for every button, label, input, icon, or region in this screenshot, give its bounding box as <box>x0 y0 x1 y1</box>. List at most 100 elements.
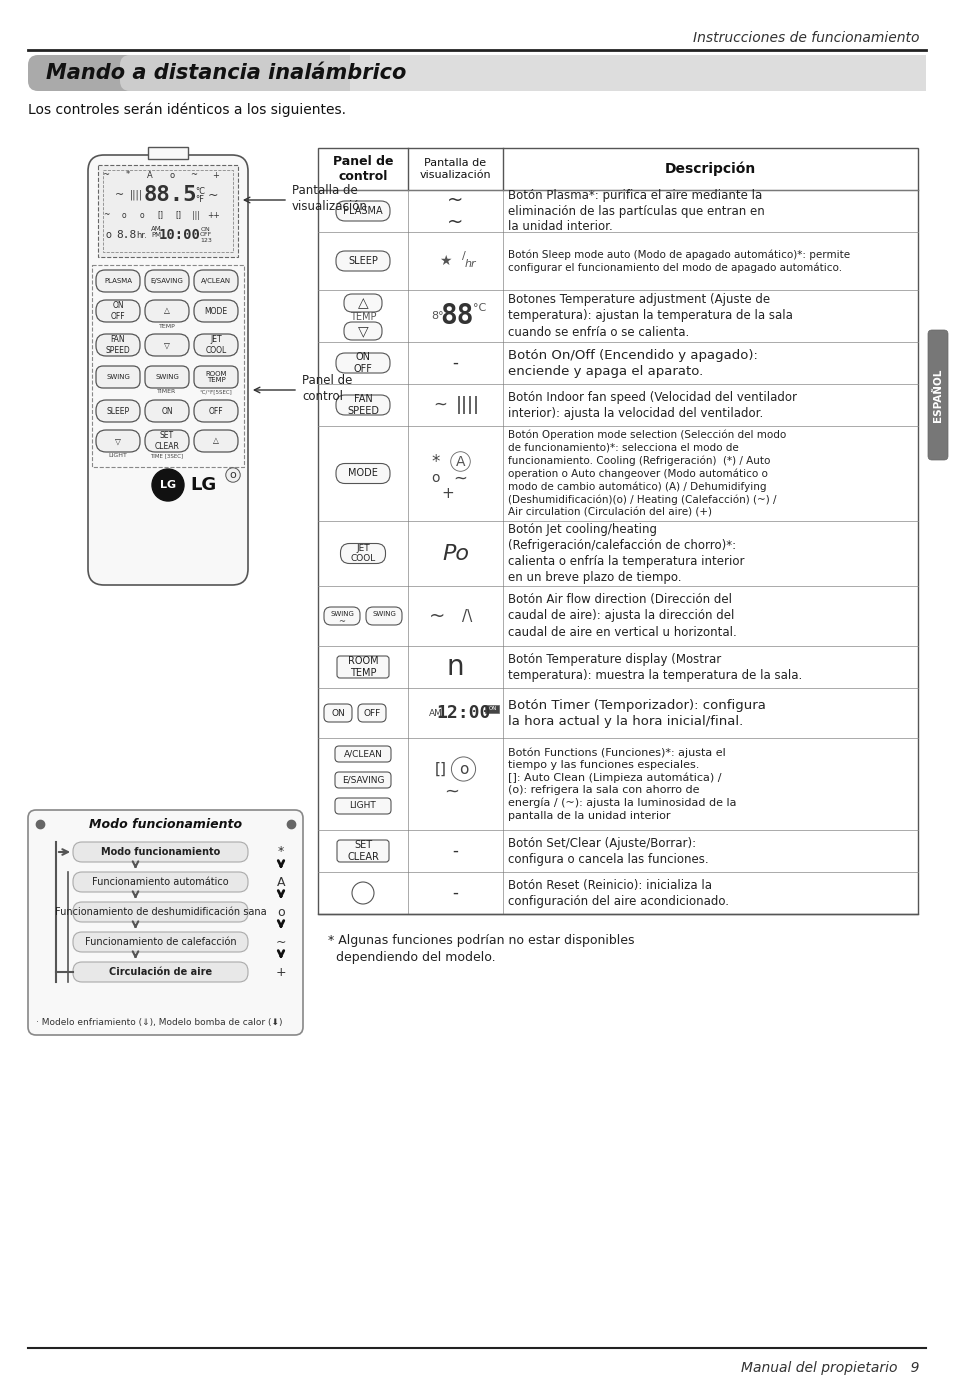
Text: n: n <box>446 652 464 680</box>
Text: 8.8: 8.8 <box>115 230 136 239</box>
Text: Modo funcionamiento: Modo funcionamiento <box>89 818 242 830</box>
FancyBboxPatch shape <box>145 300 189 322</box>
FancyBboxPatch shape <box>344 294 381 312</box>
Bar <box>148 147 188 160</box>
Text: SWING: SWING <box>330 610 354 617</box>
FancyBboxPatch shape <box>193 400 237 421</box>
Text: -: - <box>452 354 458 372</box>
Text: /: / <box>461 251 465 260</box>
Text: ▽: ▽ <box>115 437 121 445</box>
Text: ~: ~ <box>443 783 458 801</box>
Text: []: [] <box>157 210 163 220</box>
FancyBboxPatch shape <box>96 335 140 356</box>
Text: A: A <box>456 455 465 469</box>
Text: JET
COOL: JET COOL <box>205 335 227 354</box>
Text: Botón Operation mode selection (Selección del modo
de funcionamiento)*: seleccio: Botón Operation mode selection (Selecció… <box>507 430 785 517</box>
Text: o: o <box>139 210 144 220</box>
FancyBboxPatch shape <box>96 400 140 421</box>
FancyBboxPatch shape <box>145 400 189 421</box>
FancyBboxPatch shape <box>96 300 140 322</box>
Text: ~
~: ~ ~ <box>447 190 463 231</box>
Text: SLEEP: SLEEP <box>107 406 130 416</box>
FancyBboxPatch shape <box>324 704 352 722</box>
Text: Mando a distancia inalámbrico: Mando a distancia inalámbrico <box>46 63 406 83</box>
Text: °C: °C <box>194 186 205 196</box>
FancyBboxPatch shape <box>335 353 390 372</box>
Text: ★: ★ <box>438 253 452 267</box>
Text: LG: LG <box>160 480 176 490</box>
Text: TIME [3SEC]: TIME [3SEC] <box>151 454 183 458</box>
Text: o: o <box>230 470 236 480</box>
Text: *: * <box>126 171 130 179</box>
Text: Instrucciones de funcionamiento: Instrucciones de funcionamiento <box>693 31 919 45</box>
FancyBboxPatch shape <box>927 330 947 461</box>
Text: ON: ON <box>488 707 497 711</box>
FancyBboxPatch shape <box>73 841 248 862</box>
FancyBboxPatch shape <box>336 657 389 678</box>
Text: ||||: |||| <box>455 396 479 414</box>
FancyBboxPatch shape <box>357 704 386 722</box>
Text: Descripción: Descripción <box>664 162 756 176</box>
Text: ~: ~ <box>191 171 197 179</box>
Text: ||||: |||| <box>130 190 142 200</box>
Text: 8°: 8° <box>431 311 443 321</box>
Text: LIGHT: LIGHT <box>109 454 128 458</box>
Text: SET
CLEAR: SET CLEAR <box>154 431 179 451</box>
FancyBboxPatch shape <box>193 365 237 388</box>
Text: Panel de: Panel de <box>302 374 352 388</box>
FancyBboxPatch shape <box>120 55 925 91</box>
Text: o: o <box>277 906 285 918</box>
Text: Manual del propietario   9: Manual del propietario 9 <box>740 1361 919 1375</box>
Text: ~: ~ <box>429 606 445 626</box>
FancyBboxPatch shape <box>145 335 189 356</box>
Text: Botón Functions (Funciones)*: ajusta el
tiempo y las funciones especiales.
[]: A: Botón Functions (Funciones)*: ajusta el … <box>507 748 736 820</box>
FancyBboxPatch shape <box>335 251 390 272</box>
Text: ~: ~ <box>102 171 110 179</box>
FancyBboxPatch shape <box>145 430 189 452</box>
Text: +: + <box>440 486 454 501</box>
Text: o: o <box>122 210 126 220</box>
Bar <box>103 169 233 252</box>
Text: JET
COOL: JET COOL <box>350 543 375 563</box>
Text: ON
OFF: ON OFF <box>354 353 372 374</box>
Text: ++: ++ <box>208 210 220 220</box>
Text: Botón Set/Clear (Ajuste/Borrar):
configura o cancela las funciones.: Botón Set/Clear (Ajuste/Borrar): configu… <box>507 836 708 865</box>
Text: ON
OFF: ON OFF <box>111 301 125 321</box>
Text: · Modelo enfriamiento (⇓), Modelo bomba de calor (⬇): · Modelo enfriamiento (⇓), Modelo bomba … <box>36 1019 282 1028</box>
FancyBboxPatch shape <box>335 202 390 221</box>
Bar <box>485 706 499 713</box>
Text: ROOM
TEMP: ROOM TEMP <box>347 657 378 678</box>
Text: Botón Jet cooling/heating
(Refrigeración/calefacción de chorro)*:
calienta o enf: Botón Jet cooling/heating (Refrigeración… <box>507 524 743 584</box>
Text: /\: /\ <box>462 609 472 623</box>
FancyBboxPatch shape <box>350 55 925 91</box>
Text: TIMER: TIMER <box>157 389 176 393</box>
Text: Po: Po <box>441 543 469 563</box>
Text: °C: °C <box>473 302 486 314</box>
Text: SWING: SWING <box>155 374 179 379</box>
Text: Funcionamiento de deshumidificación sana: Funcionamiento de deshumidificación sana <box>54 907 266 917</box>
Text: A/CLEAN: A/CLEAN <box>343 749 382 759</box>
Text: Botón Sleep mode auto (Modo de apagado automático)*: permite
configurar el funci: Botón Sleep mode auto (Modo de apagado a… <box>507 249 849 273</box>
FancyBboxPatch shape <box>366 608 401 624</box>
Text: * Algunas funciones podrían no estar disponibles
  dependiendo del modelo.: * Algunas funciones podrían no estar dis… <box>328 934 634 965</box>
Text: hr: hr <box>464 259 476 269</box>
Text: Circulación de aire: Circulación de aire <box>109 967 212 977</box>
Text: o: o <box>105 230 111 239</box>
FancyBboxPatch shape <box>340 543 385 563</box>
Text: o: o <box>170 171 174 179</box>
FancyBboxPatch shape <box>193 335 237 356</box>
Text: A/CLEAN: A/CLEAN <box>201 279 231 284</box>
Text: SLEEP: SLEEP <box>348 256 377 266</box>
Text: []: [] <box>174 210 181 220</box>
Text: ~: ~ <box>208 189 218 202</box>
Text: -: - <box>452 883 458 902</box>
Text: ~: ~ <box>103 210 109 220</box>
Text: Funcionamiento de calefacción: Funcionamiento de calefacción <box>85 937 236 946</box>
Text: °C/°F[5SEC]: °C/°F[5SEC] <box>199 389 233 393</box>
Text: OFF: OFF <box>209 406 223 416</box>
FancyBboxPatch shape <box>335 771 391 788</box>
Text: E/SAVING: E/SAVING <box>151 279 183 284</box>
Text: SWING: SWING <box>106 374 130 379</box>
FancyBboxPatch shape <box>73 872 248 892</box>
Bar <box>98 165 237 258</box>
